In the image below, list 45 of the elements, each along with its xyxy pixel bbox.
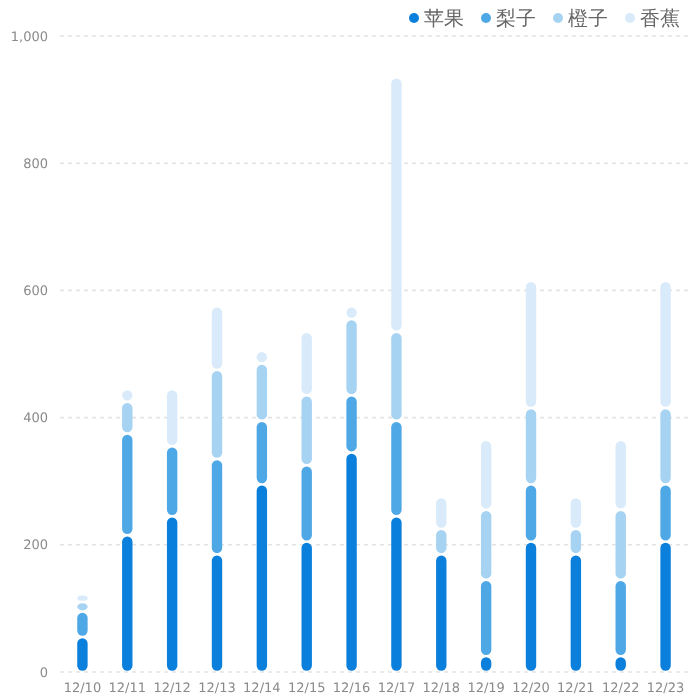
bar	[256, 485, 268, 671]
bar	[166, 447, 178, 515]
bar	[525, 542, 537, 671]
bar	[346, 396, 357, 452]
bar	[346, 453, 357, 671]
bar	[391, 421, 402, 515]
bar	[660, 282, 671, 407]
bar	[525, 282, 537, 407]
bar	[211, 307, 223, 369]
bar	[436, 555, 447, 671]
legend-label: 苹果	[424, 7, 464, 31]
bar	[256, 421, 268, 484]
bar	[166, 517, 178, 671]
bar	[660, 542, 671, 671]
bar	[525, 485, 537, 541]
bar	[660, 409, 671, 484]
bar	[211, 371, 223, 458]
bar	[480, 441, 492, 509]
bar	[122, 434, 133, 535]
bar	[211, 555, 223, 671]
bar	[480, 580, 492, 655]
bar	[301, 396, 312, 465]
bar	[391, 78, 402, 331]
bar	[615, 580, 626, 655]
bar	[525, 409, 537, 484]
bar	[480, 511, 492, 579]
bar	[122, 536, 133, 671]
legend-label: 香蕉	[640, 7, 680, 31]
bar	[346, 320, 357, 395]
legend-label: 橙子	[568, 7, 608, 31]
legend-label: 梨子	[496, 7, 536, 31]
bar	[77, 638, 88, 671]
bar	[391, 517, 402, 671]
bar	[615, 511, 626, 579]
bar	[166, 390, 178, 446]
bar	[570, 555, 582, 671]
bar	[301, 466, 312, 541]
bar	[615, 441, 626, 509]
bar	[301, 332, 312, 395]
bar	[77, 612, 88, 636]
bar	[301, 542, 312, 671]
bar	[660, 485, 671, 541]
bar	[391, 332, 402, 420]
bar	[256, 364, 268, 420]
bar	[211, 460, 223, 554]
